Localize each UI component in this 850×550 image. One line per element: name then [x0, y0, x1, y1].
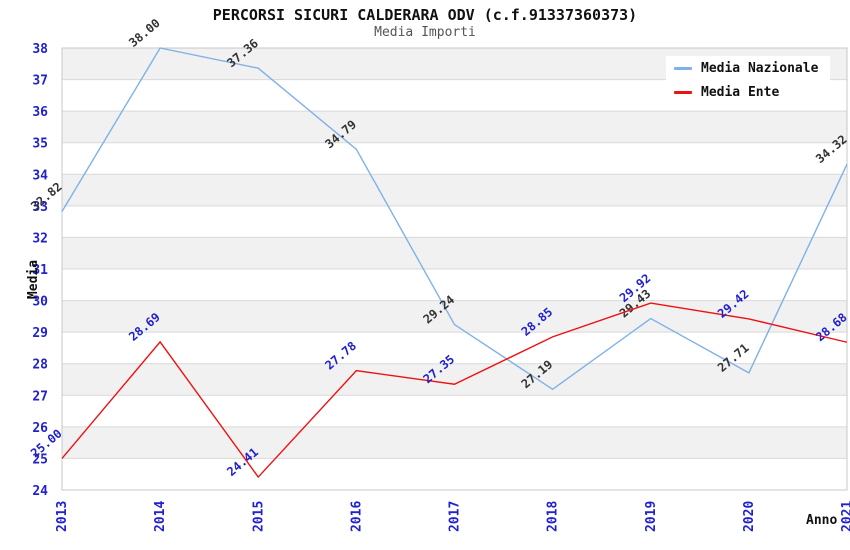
x-tick-label: 2015 — [251, 501, 266, 532]
legend-swatch-ente-icon — [674, 91, 692, 94]
plot-band — [62, 300, 847, 333]
y-tick-label: 38 — [32, 42, 48, 57]
y-tick-label: 27 — [32, 389, 48, 404]
x-axis-title: Anno — [806, 513, 838, 528]
y-tick-label: 36 — [32, 105, 48, 120]
legend: Media Nazionale Media Ente — [666, 56, 831, 105]
plot-band — [62, 237, 847, 269]
plot-band — [62, 205, 847, 238]
y-tick-label: 26 — [32, 421, 48, 436]
x-tick-label: 2020 — [742, 501, 757, 532]
x-tick-label: 2016 — [349, 501, 364, 532]
plot-band — [62, 332, 847, 364]
y-tick-label: 33 — [32, 200, 48, 215]
plot-band — [62, 142, 847, 175]
y-tick-label: 37 — [32, 74, 48, 89]
plot-band — [62, 458, 847, 490]
series-line-media-ente — [61, 302, 848, 479]
legend-item-media-ente: Media Ente — [674, 85, 818, 100]
plot-band — [62, 363, 847, 396]
plot-border — [61, 47, 848, 491]
y-tick-label: 29 — [32, 326, 48, 341]
y-tick-label: 30 — [32, 295, 48, 310]
plot-band — [62, 269, 847, 301]
y-tick-label: 24 — [32, 484, 48, 499]
legend-item-media-nazionale: Media Nazionale — [674, 61, 818, 76]
legend-swatch-nazionale-icon — [674, 67, 692, 70]
y-tick-label: 34 — [32, 168, 48, 183]
chart-title: PERCORSI SICURI CALDERARA ODV (c.f.91337… — [212, 6, 638, 24]
x-tick-label: 2021 — [840, 501, 850, 532]
legend-label-nazionale: Media Nazionale — [701, 61, 819, 76]
x-tick-label: 2018 — [546, 501, 561, 532]
chart-subtitle: Media Importi — [374, 25, 476, 40]
y-tick-label: 32 — [32, 231, 48, 246]
y-tick-label: 35 — [32, 137, 48, 152]
x-tick-label: 2014 — [153, 501, 168, 532]
plot-band — [62, 426, 847, 459]
x-tick-label: 2019 — [644, 501, 659, 532]
legend-label-ente: Media Ente — [701, 85, 780, 100]
y-axis-title: Media — [26, 259, 42, 300]
y-tick-label: 25 — [32, 452, 48, 467]
x-tick-label: 2017 — [448, 501, 463, 532]
plot-band — [62, 174, 847, 206]
y-tick-label: 28 — [32, 358, 48, 373]
series-line-media-nazionale — [61, 47, 848, 391]
x-tick-label: 2013 — [55, 501, 70, 532]
plot-band — [62, 395, 847, 427]
y-tick-label: 31 — [32, 263, 48, 278]
plot-band — [62, 111, 847, 143]
